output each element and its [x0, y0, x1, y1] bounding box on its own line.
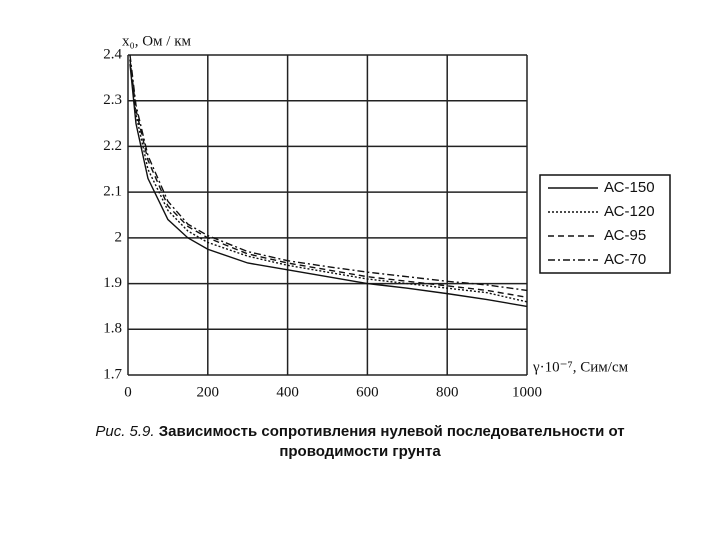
y-tick-label: 2.4	[103, 46, 122, 62]
y-tick-label: 2	[115, 229, 123, 245]
y-tick-label: 2.1	[103, 184, 122, 200]
caption-prefix: Рис. 5.9.	[95, 423, 154, 440]
x-tick-label: 1000	[512, 384, 542, 400]
x-axis-label: γ·10⁻⁷, Сим/см	[532, 359, 629, 375]
y-tick-label: 1.8	[103, 321, 122, 337]
x-tick-label: 0	[124, 384, 132, 400]
series-line	[129, 64, 528, 308]
x-tick-label: 800	[436, 384, 459, 400]
y-axis-label: x₀, Ом / км	[122, 33, 192, 49]
caption-text: проводимости грунта	[279, 443, 441, 460]
y-tick-label: 2.3	[103, 92, 122, 108]
legend-label: АС-120	[604, 203, 655, 220]
x-tick-label: 200	[197, 384, 220, 400]
y-tick-label: 1.9	[103, 275, 122, 291]
caption-text: Зависимость сопротивления нулевой послед…	[159, 423, 625, 440]
y-tick-label: 2.2	[103, 138, 122, 154]
legend-label: АС-150	[604, 179, 655, 196]
x-tick-label: 600	[356, 384, 379, 400]
caption-line: Рис. 5.9. Зависимость сопротивления нуле…	[95, 423, 624, 440]
x-tick-label: 400	[276, 384, 299, 400]
legend-label: АС-95	[604, 227, 646, 244]
legend-label: АС-70	[604, 251, 646, 268]
y-tick-label: 1.7	[103, 366, 122, 382]
legend-box	[539, 174, 671, 274]
series-line	[129, 59, 528, 298]
series-line	[129, 54, 528, 292]
